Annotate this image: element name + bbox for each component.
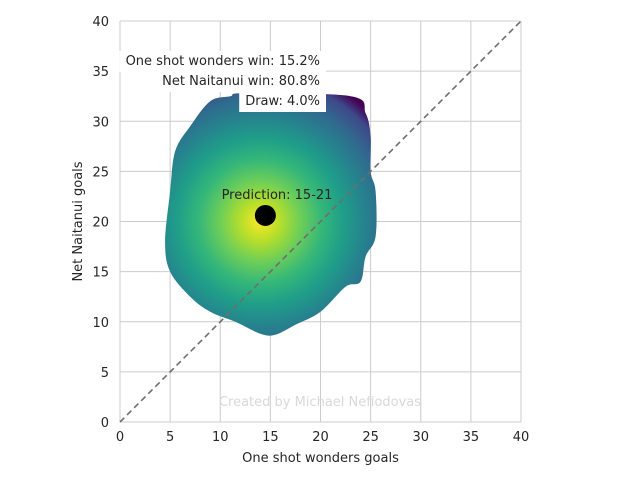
y-axis-label: Net Naitanui goals — [71, 161, 86, 281]
team2-win-label: Net Naitanui win: 80.8% — [162, 74, 320, 89]
y-tick-label: 0 — [101, 416, 109, 431]
prediction-label: Prediction: 15-21 — [222, 188, 333, 203]
y-tick-label: 25 — [92, 165, 109, 180]
prediction-point — [254, 204, 276, 226]
x-tick-label: 0 — [116, 430, 124, 445]
y-axis-ticks: 0 5 10 15 20 25 30 35 40 — [92, 15, 109, 431]
x-axis-label: One shot wonders goals — [242, 451, 399, 466]
y-tick-label: 5 — [101, 366, 109, 381]
y-tick-label: 15 — [92, 266, 109, 281]
x-tick-label: 35 — [463, 430, 480, 445]
y-tick-label: 40 — [92, 15, 109, 30]
y-tick-label: 30 — [92, 115, 109, 130]
diagonal-line — [119, 20, 522, 423]
draw-label: Draw: 4.0% — [245, 94, 320, 109]
x-tick-label: 20 — [312, 430, 329, 445]
x-tick-label: 15 — [262, 430, 279, 445]
x-tick-label: 10 — [212, 430, 229, 445]
x-tick-label: 40 — [513, 430, 530, 445]
team1-win-box — [119, 51, 326, 72]
x-tick-label: 30 — [412, 430, 429, 445]
x-tick-label: 5 — [166, 430, 174, 445]
y-tick-label: 35 — [92, 65, 109, 80]
draw-box — [239, 91, 326, 112]
y-tick-label: 10 — [92, 316, 109, 331]
team2-win-box — [156, 71, 326, 92]
y-tick-label: 20 — [92, 216, 109, 231]
x-axis-ticks: 0 5 10 15 20 25 30 35 40 — [116, 430, 529, 445]
watermark: Created by Michael Nefiodovas — [219, 395, 421, 410]
x-tick-label: 25 — [362, 430, 379, 445]
team1-win-label: One shot wonders win: 15.2% — [126, 54, 320, 69]
